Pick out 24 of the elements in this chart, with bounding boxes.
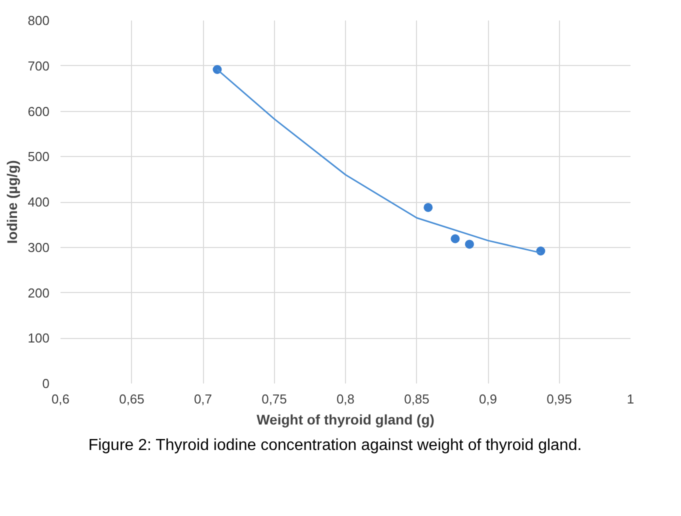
point — [450, 234, 460, 244]
x-tick-label: 0,9 — [478, 392, 498, 406]
y-tick-label: 300 — [28, 240, 50, 255]
y-tick-label: 800 — [28, 13, 50, 28]
point — [464, 240, 474, 249]
x-tick-label: 0,8 — [336, 392, 355, 406]
x-tick-label: 0,65 — [119, 392, 144, 406]
x-tick-label: 0,95 — [546, 392, 572, 406]
x-axis-title: Weight of thyroid gland (g) — [256, 412, 434, 428]
y-tick-label: 500 — [28, 149, 50, 164]
y-tick-label: 700 — [28, 58, 50, 74]
x-tick-label: 0,6 — [51, 392, 70, 406]
y-axis-title: Iodine (µg/g) — [4, 160, 20, 244]
point — [424, 202, 433, 212]
y-tick-label: 600 — [28, 104, 50, 119]
x-tick-label: 1 — [626, 392, 634, 406]
y-tick-label: 0 — [42, 376, 50, 391]
y-tick-label: 100 — [28, 330, 50, 346]
caption: Figure 2: Thyroid iodine concentration against weight of thyroid gland. — [88, 436, 582, 456]
y-tick-label: 200 — [28, 285, 50, 300]
y-tick-label: 400 — [28, 194, 50, 210]
x-tick-label: 0,7 — [194, 392, 212, 406]
x-tick-label: 0,85 — [404, 392, 430, 406]
x-tick-label: 0,75 — [262, 392, 287, 406]
